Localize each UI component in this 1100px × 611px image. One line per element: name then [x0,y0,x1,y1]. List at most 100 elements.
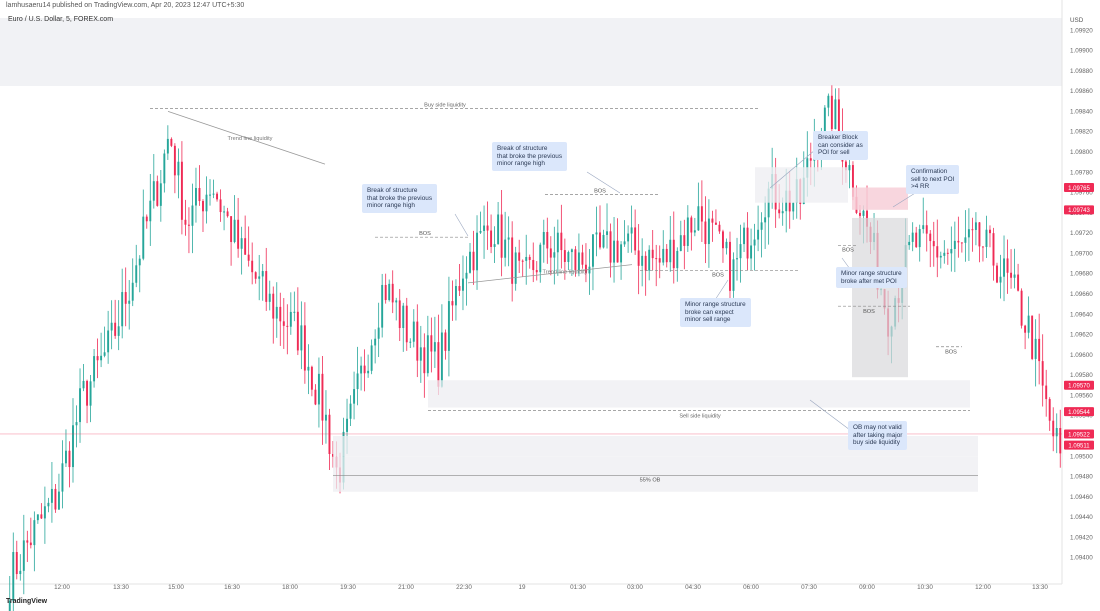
candle-body [560,232,563,251]
price-tick-label: 1.09420 [1070,534,1093,541]
candle-body [834,99,837,130]
candle-body [511,237,514,284]
candle-body [437,342,440,387]
time-tick-label: 06:00 [743,584,759,591]
candle-body [458,286,461,291]
candle-body [918,229,921,248]
candle-body [637,250,640,266]
candle-body [423,347,426,374]
candle-body [981,246,984,248]
price-tick-label: 1.09480 [1070,474,1093,481]
price-label-text: 1.09522 [1068,432,1090,438]
candle-body [588,266,591,274]
demand-zone [428,380,970,408]
candle-body [469,251,471,273]
candle-body [138,258,141,266]
candle-body [237,219,240,249]
annotation-callout[interactable]: OB may not valid after taking major buy … [848,421,908,450]
candle-body [581,252,584,265]
candle-body [353,389,356,404]
price-tick-label: 1.09760 [1070,190,1093,197]
candle-body [823,107,826,139]
candle-body [658,258,661,263]
candle-body [532,259,535,271]
price-tick-label: 1.09700 [1070,250,1093,257]
price-tick-label: 1.09860 [1070,88,1093,95]
candle-body [50,488,53,503]
candle-body [1017,274,1020,291]
candle-body [830,95,833,130]
symbol-title[interactable]: Euro / U.S. Dollar, 5, FOREX.com [8,16,114,23]
price-tick-label: 1.09620 [1070,332,1093,339]
time-tick-label: 07:30 [801,584,817,591]
candle-body [216,193,219,200]
candle-body [553,252,556,258]
candle-body [26,540,29,543]
time-tick-label: 15:00 [168,584,184,591]
price-tick-label: 1.09640 [1070,311,1093,318]
callout-leader [586,171,621,194]
candle-body [999,276,1002,283]
candle-body [915,232,918,248]
candle-body [247,254,250,261]
candle-body [187,224,190,226]
candle-body [272,293,275,319]
candle-body [198,187,201,202]
candle-body [655,258,658,260]
candle-body [750,245,753,259]
candle-body [599,232,601,248]
annotation-callout[interactable]: Confirmation sell to next POI >4 RR [906,165,960,194]
top-shaded-band [0,18,1062,86]
candle-body [15,552,18,575]
trend-line-liquidity-label: Trend line liquidity [228,136,273,142]
candle-body [374,338,377,346]
price-tick-label: 1.09900 [1070,48,1093,55]
annotation-callout[interactable]: Break of structure that broke the previo… [362,184,438,213]
candle-body [992,233,995,266]
candle-body [430,335,433,352]
time-tick-label: 21:00 [398,584,414,591]
annotation-callout[interactable]: Breaker Block can consider as POI for se… [813,131,868,160]
price-label-text: 1.09544 [1068,410,1090,416]
candle-body [662,248,665,263]
candle-body [124,292,127,304]
candle-body [711,218,714,223]
candle-body [68,450,71,468]
candle-body [490,230,493,247]
candle-body [367,370,370,374]
candle-body [1006,258,1009,273]
annotation-callout[interactable]: Break of structure that broke the previo… [492,142,568,171]
publisher-line: lamhusaeru14 published on TradingView.co… [6,2,245,9]
candle-body [616,240,619,263]
candle-body [729,241,731,291]
candle-body [465,272,468,279]
candle-body [395,300,398,303]
bos-label: BOS [712,273,724,279]
candle-body [40,514,43,519]
candle-body [89,381,92,406]
candle-body [486,225,489,231]
price-tick-label: 1.09840 [1070,108,1093,115]
annotation-callout[interactable]: Minor range structure broke after met PO… [836,267,907,289]
candle-body [939,255,942,258]
price-label-text: 1.09570 [1068,384,1090,390]
candle-body [929,233,932,242]
candle-body [950,248,953,254]
candle-body [388,283,391,301]
candle-body [1038,338,1041,362]
candle-body [328,414,331,455]
annotation-callout[interactable]: Minor range structure broke can expect m… [680,298,751,327]
candle-body [346,418,349,432]
time-tick-label: 16:30 [224,584,240,591]
candle-body [177,161,180,176]
tradingview-logo: TradingView [6,598,48,605]
candle-body [514,252,517,284]
candle-body [535,270,538,273]
candle-body [683,235,686,246]
bos-label: BOS [863,309,875,315]
candle-body [349,403,352,419]
candle-body [202,201,204,212]
time-tick-label: 19:30 [340,584,356,591]
time-tick-label: 04:30 [685,584,701,591]
